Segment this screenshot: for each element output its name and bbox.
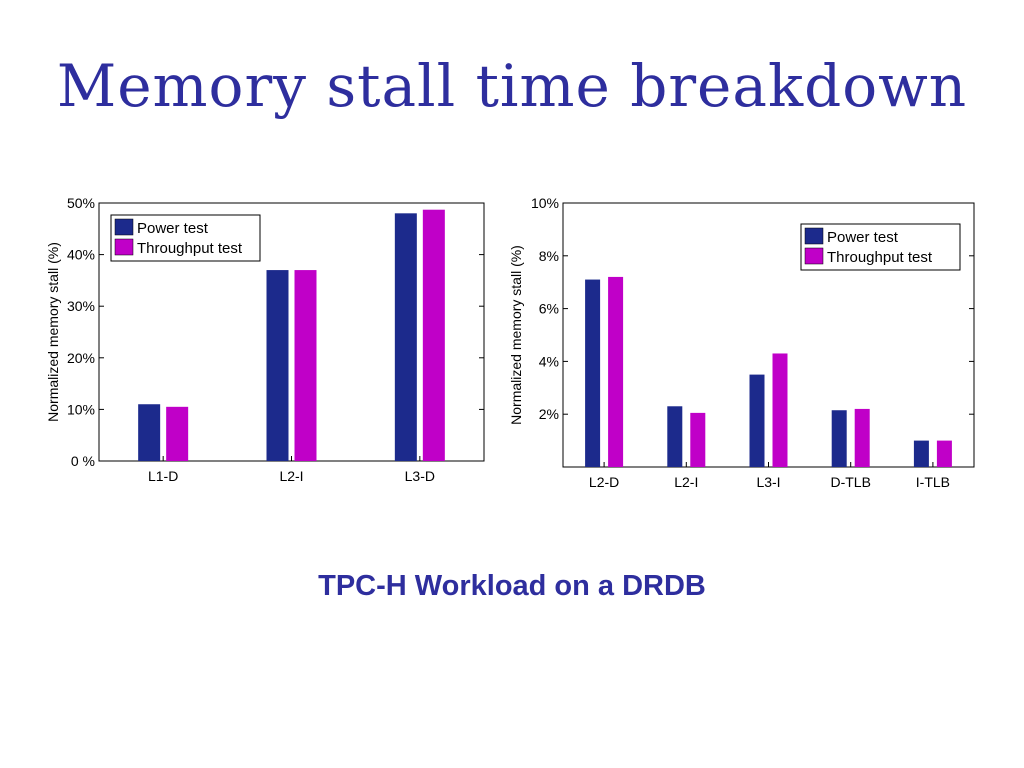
y-tick-label: 10%	[531, 195, 559, 211]
legend-box	[110, 214, 261, 262]
x-tick-label: I-TLB	[916, 474, 950, 490]
legend-swatch	[114, 238, 134, 256]
bar-d-tlb-throughput	[854, 408, 870, 467]
slide-subtitle: TPC-H Workload on a DRDB	[318, 570, 706, 602]
x-tick-label: L3-D	[405, 468, 435, 484]
x-tick-label: L1-D	[148, 468, 178, 484]
slide-title: Memory stall time breakdown	[56, 52, 968, 120]
bar-i-tlb-throughput	[936, 440, 952, 467]
y-tick-label: 8%	[539, 248, 559, 264]
bar-l2-i-power	[266, 270, 289, 461]
legend-label: Power test	[137, 220, 209, 237]
bar-l2-d-power	[585, 279, 601, 467]
bar-l2-i-throughput	[294, 270, 317, 461]
legend-swatch	[804, 227, 824, 245]
bar-l3-d-throughput	[422, 209, 445, 461]
bar-l1-d-throughput	[166, 406, 189, 461]
y-tick-label: 0 %	[71, 453, 95, 469]
bar-l2-d-throughput	[608, 276, 624, 467]
y-tick-label: 50%	[67, 195, 95, 211]
y-axis-label: Normalized memory stall (%)	[45, 242, 61, 422]
y-tick-label: 2%	[539, 406, 559, 422]
x-tick-label: L3-I	[756, 474, 780, 490]
bar-l2-i-throughput	[690, 412, 706, 467]
x-tick-label: L2-D	[589, 474, 619, 490]
bar-l1-d-power	[138, 404, 161, 461]
legend-label: Power test	[827, 229, 899, 246]
bar-l2-i-power	[667, 406, 683, 467]
x-tick-label: L2-I	[674, 474, 698, 490]
legend-swatch	[804, 247, 824, 265]
y-axis-label: Normalized memory stall (%)	[508, 245, 524, 425]
x-tick-label: D-TLB	[830, 474, 870, 490]
x-tick-label: L2-I	[279, 468, 303, 484]
legend-label: Throughput test	[137, 240, 243, 257]
legend-box	[800, 223, 961, 271]
y-tick-label: 10%	[67, 401, 95, 417]
legend-swatch	[114, 218, 134, 236]
bar-l3-i-throughput	[772, 353, 788, 467]
bar-d-tlb-power	[831, 410, 847, 467]
bar-l3-d-power	[394, 213, 417, 461]
y-tick-label: 30%	[67, 298, 95, 314]
y-tick-label: 6%	[539, 301, 559, 317]
y-tick-label: 20%	[67, 350, 95, 366]
bar-i-tlb-power	[913, 440, 929, 467]
y-tick-label: 40%	[67, 247, 95, 263]
bar-l3-i-power	[749, 374, 765, 467]
legend-label: Throughput test	[827, 249, 933, 266]
y-tick-label: 4%	[539, 353, 559, 369]
